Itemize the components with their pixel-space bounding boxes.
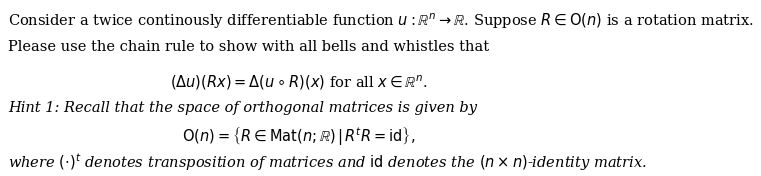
- Text: Please use the chain rule to show with all bells and whistles that: Please use the chain rule to show with a…: [8, 40, 489, 54]
- Text: Hint 1: Recall that the space of orthogonal matrices is given by: Hint 1: Recall that the space of orthogo…: [8, 101, 476, 115]
- Text: $(\Delta u)(Rx) = \Delta(u \circ R)(x)$ for all $x \in \mathbb{R}^n$.: $(\Delta u)(Rx) = \Delta(u \circ R)(x)$ …: [170, 73, 428, 92]
- Text: $\mathrm{O}(n) = \left\{R \in \mathrm{Mat}(n;\mathbb{R})\,|\,R^t R = \mathrm{id}: $\mathrm{O}(n) = \left\{R \in \mathrm{Ma…: [182, 125, 416, 148]
- Text: Consider a twice continously differentiable function $u : \mathbb{R}^n \to \math: Consider a twice continously differentia…: [8, 12, 753, 31]
- Text: where $(\cdot)^t$ denotes transposition of matrices and $\mathrm{id}$ denotes th: where $(\cdot)^t$ denotes transposition …: [8, 151, 647, 172]
